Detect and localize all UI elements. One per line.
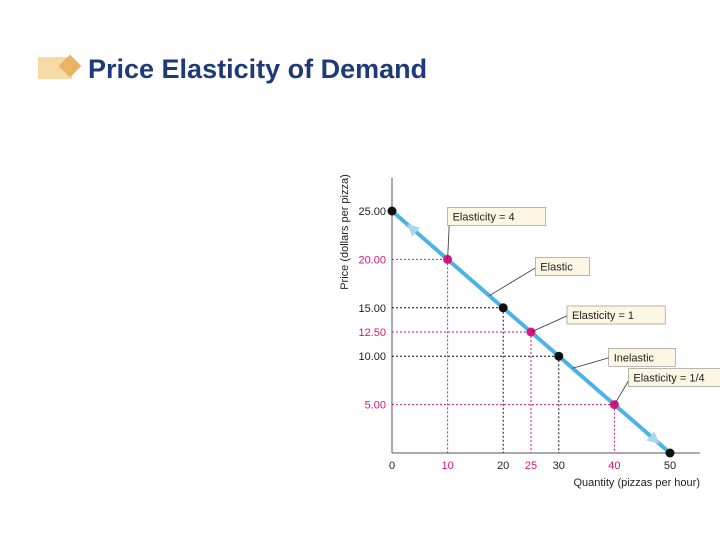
y-axis-label: Price (dollars per pizza): [339, 174, 351, 290]
callout-label: Inelastic: [614, 352, 655, 364]
callout-label: Elasticity = 1/4: [633, 373, 704, 385]
x-tick-label: 30: [553, 460, 565, 472]
y-tick-label: 12.50: [358, 327, 386, 339]
callout-label: Elasticity = 1: [572, 310, 634, 322]
callout-label: Elastic: [540, 262, 573, 274]
callout-leader-line: [530, 314, 570, 333]
data-point: [387, 206, 397, 216]
callout-box: [447, 207, 547, 226]
callout-box: [628, 368, 720, 387]
data-point: [665, 448, 675, 458]
x-tick-label: 50: [664, 460, 676, 472]
data-point: [554, 351, 564, 361]
page-title: Price Elasticity of Demand: [88, 54, 428, 84]
x-tick-label: 25: [525, 460, 537, 472]
x-tick-label: 0: [389, 460, 395, 472]
curve-arrowhead-start: [407, 224, 421, 237]
y-tick-label: 15.00: [358, 303, 386, 315]
callout-box: [534, 257, 590, 277]
callout-box: [608, 347, 676, 367]
callout-box: [566, 305, 666, 325]
y-tick-label: 5.00: [365, 400, 386, 412]
slide-title-bar: Price Elasticity of Demand: [38, 52, 498, 86]
y-tick-label: 10.00: [358, 351, 386, 363]
x-axis-label: Quantity (pizzas per hour): [573, 477, 700, 489]
data-point: [498, 303, 508, 313]
x-tick-label: 40: [608, 460, 620, 472]
callout-label: Elasticity = 4: [453, 211, 515, 223]
x-tick-label: 10: [441, 460, 453, 472]
x-tick-label: 20: [497, 460, 509, 472]
y-tick-label: 25.00: [358, 206, 386, 218]
callout-leader-line: [614, 377, 631, 405]
callout-leader-line: [572, 356, 611, 369]
y-tick-label: 20.00: [358, 254, 386, 266]
curve-arrowhead-end: [646, 431, 660, 444]
callout-leader-line: [489, 266, 538, 297]
